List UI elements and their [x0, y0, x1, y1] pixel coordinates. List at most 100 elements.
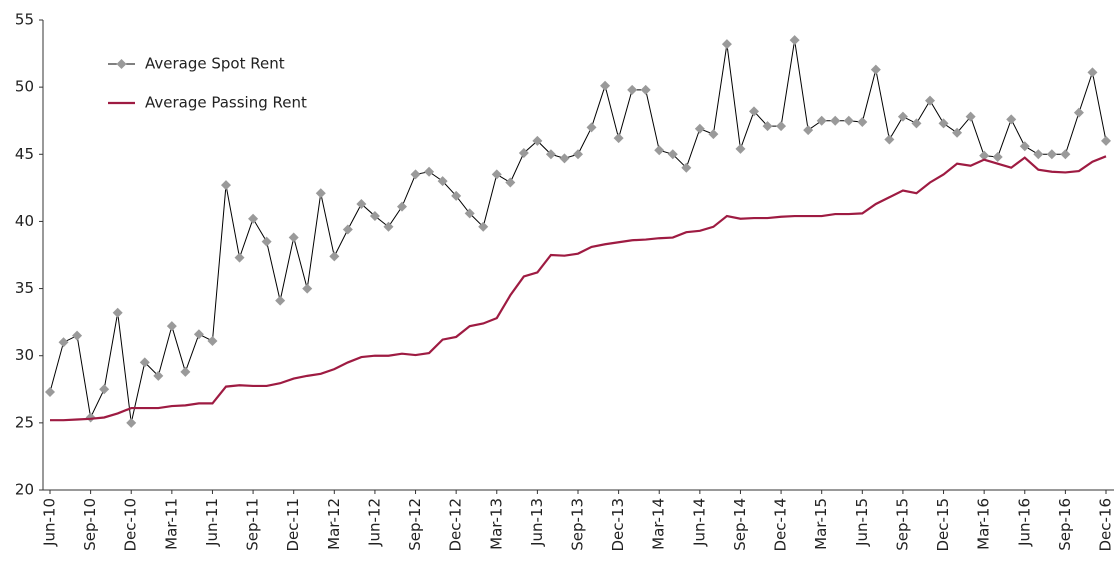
series-marker	[654, 145, 665, 156]
y-tick-label: 45	[15, 145, 34, 163]
series-marker	[1060, 149, 1071, 160]
series-marker	[356, 198, 367, 209]
series-marker	[112, 307, 123, 318]
series-marker	[45, 386, 55, 397]
series-marker	[451, 190, 462, 201]
series-marker	[288, 232, 299, 243]
series-marker	[302, 283, 313, 294]
x-tick-label: Dec-16	[1097, 498, 1115, 552]
legend-label: Average Passing Rent	[145, 94, 307, 112]
series-marker	[207, 335, 218, 346]
series-marker	[1033, 149, 1044, 160]
series-marker	[952, 127, 963, 138]
series-marker	[261, 236, 272, 247]
x-tick-label: Sep-11	[244, 498, 262, 551]
series-marker	[776, 121, 787, 132]
series-marker	[234, 252, 245, 263]
series-marker	[884, 134, 895, 145]
series-marker	[1073, 107, 1084, 118]
series-marker	[694, 123, 705, 134]
x-tick-label: Sep-12	[406, 498, 424, 551]
x-tick-label: Jun-12	[365, 498, 383, 547]
series-marker	[735, 143, 746, 154]
legend-label: Average Spot Rent	[145, 55, 285, 73]
series-marker	[505, 177, 516, 188]
x-tick-label: Sep-16	[1056, 498, 1074, 551]
series-marker	[58, 337, 69, 348]
x-tick-label: Dec-11	[284, 498, 302, 552]
x-tick-label: Mar-11	[162, 498, 180, 550]
series-marker	[627, 84, 638, 95]
x-tick-label: Jun-11	[203, 498, 221, 547]
series-marker	[532, 135, 543, 146]
series-marker	[315, 188, 326, 199]
series-marker	[545, 149, 556, 160]
series-marker	[816, 115, 827, 126]
x-tick-label: Mar-13	[487, 498, 505, 550]
x-tick-label: Dec-10	[122, 498, 140, 552]
series-marker	[99, 384, 110, 395]
series-marker	[383, 221, 394, 232]
x-tick-label: Jun-16	[1015, 498, 1033, 547]
series-marker	[965, 111, 976, 122]
series-marker	[518, 147, 529, 158]
series-marker	[667, 149, 678, 160]
series-marker	[762, 121, 773, 132]
x-tick-label: Jun-13	[528, 498, 546, 547]
series-marker	[979, 150, 990, 161]
x-tick-label: Dec-13	[609, 498, 627, 552]
x-tick-label: Mar-14	[650, 498, 668, 550]
x-tick-label: Mar-12	[325, 498, 343, 550]
series-marker	[938, 118, 949, 129]
series-marker	[180, 366, 191, 377]
series-marker	[139, 357, 150, 368]
y-tick-label: 30	[15, 346, 34, 364]
series-marker	[992, 151, 1003, 162]
series-marker	[843, 115, 854, 126]
series-marker	[721, 39, 732, 50]
series-marker	[613, 133, 624, 144]
series-marker	[410, 169, 421, 180]
x-tick-label: Mar-16	[975, 498, 993, 550]
series-marker	[708, 129, 719, 140]
series-marker	[870, 64, 881, 75]
series-marker	[857, 117, 868, 128]
series-line	[50, 155, 1107, 422]
series-marker	[897, 111, 908, 122]
x-tick-label: Sep-13	[569, 498, 587, 551]
y-tick-label: 25	[15, 413, 34, 431]
series-marker	[478, 221, 489, 232]
x-tick-label: Dec-15	[934, 498, 952, 552]
series-marker	[1046, 149, 1057, 160]
series-marker	[275, 295, 286, 306]
series-marker	[369, 211, 380, 222]
y-tick-label: 40	[15, 212, 34, 230]
y-tick-label: 55	[15, 11, 34, 29]
series-marker	[803, 125, 814, 136]
series-marker	[586, 122, 597, 133]
series-marker	[911, 118, 922, 129]
series-marker	[193, 329, 204, 340]
legend-marker	[116, 59, 127, 69]
series-marker	[153, 370, 164, 381]
y-tick-label: 35	[15, 279, 34, 297]
x-tick-label: Sep-15	[893, 498, 911, 551]
series-marker	[925, 95, 935, 106]
x-tick-label: Jun-14	[690, 498, 708, 547]
series-marker	[600, 80, 611, 91]
series-marker	[1087, 67, 1098, 78]
y-tick-label: 50	[15, 78, 34, 96]
series-marker	[573, 149, 583, 160]
series-marker	[559, 153, 570, 164]
x-tick-label: Mar-15	[812, 498, 830, 550]
series-marker	[166, 321, 177, 332]
series-marker	[491, 169, 502, 180]
series-marker	[789, 35, 800, 46]
series-marker	[437, 176, 448, 187]
x-tick-label: Sep-14	[731, 498, 749, 551]
x-tick-label: Dec-12	[447, 498, 465, 552]
series-marker	[221, 180, 231, 191]
series-marker	[126, 417, 137, 428]
